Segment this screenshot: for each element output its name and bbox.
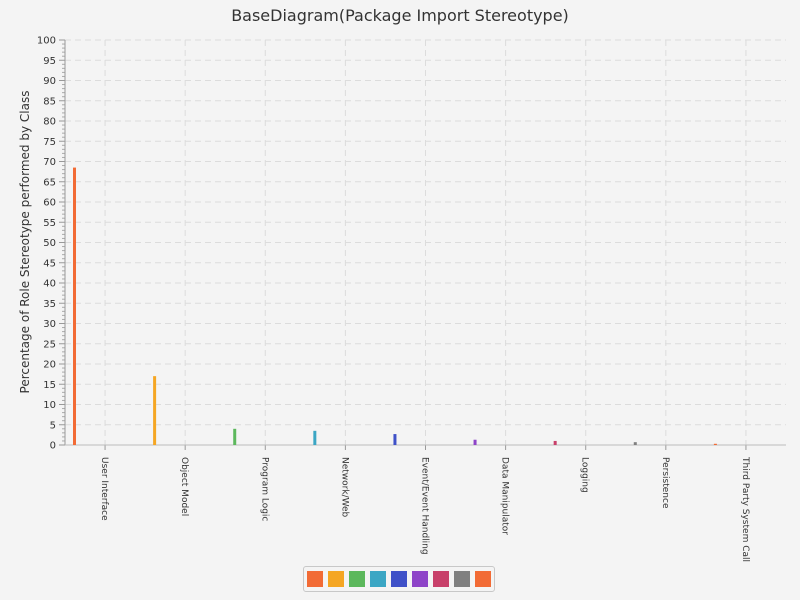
bar-3 — [233, 428, 237, 445]
y-tick-label: 40 — [43, 279, 56, 290]
y-tick-label: 45 — [43, 258, 56, 269]
y-tick-label: 0 — [50, 441, 56, 452]
legend-swatch — [307, 571, 323, 587]
y-tick-label: 60 — [43, 198, 56, 209]
x-category-label: User Interface — [99, 457, 109, 521]
legend-swatch — [328, 571, 344, 587]
y-tick-label: 25 — [43, 339, 56, 350]
bar-7 — [553, 440, 557, 445]
y-tick-label: 10 — [43, 400, 56, 411]
y-axis-label: Percentage of Role Stereotype performed … — [18, 91, 32, 394]
y-tick-label: 80 — [43, 117, 56, 128]
legend-swatch — [370, 571, 386, 587]
bars — [73, 167, 717, 445]
legend-swatch — [412, 571, 428, 587]
y-tick-label: 95 — [43, 56, 56, 67]
y-tick-label: 55 — [43, 218, 56, 229]
bar-6 — [473, 439, 477, 445]
y-tick-label: 75 — [43, 137, 56, 148]
y-tick-label: 85 — [43, 96, 56, 107]
y-tick-label: 70 — [43, 157, 56, 168]
y-tick-label: 90 — [43, 76, 56, 87]
legend-swatch — [454, 571, 470, 587]
legend-swatch — [391, 571, 407, 587]
axes — [59, 39, 786, 450]
y-tick-label: 5 — [50, 420, 56, 431]
labels: 0 5 10 15 20 25 30 35 40 45 50 55 60 65 70 75 80 85 90 95 10… — [37, 36, 750, 563]
bar-5 — [393, 434, 397, 445]
x-category-label: Object Model — [179, 457, 189, 516]
legend-swatch — [475, 571, 491, 587]
x-category-label: Event/Event Handling — [420, 457, 430, 555]
bar-4 — [313, 430, 317, 445]
x-category-label: Third Party System Call — [740, 456, 750, 562]
x-category-label: Persistence — [660, 457, 670, 509]
y-tick-label: 15 — [43, 380, 56, 391]
x-category-label: Program Logic — [259, 457, 269, 521]
bar-9 — [713, 443, 717, 445]
y-tick-label: 50 — [43, 238, 56, 249]
legend — [303, 566, 495, 592]
legend-swatch — [349, 571, 365, 587]
legend-swatch — [433, 571, 449, 587]
x-category-label: Data Manipulator — [500, 457, 510, 535]
grid-lines — [65, 39, 786, 445]
y-tick-label: 30 — [43, 319, 56, 330]
bar-1 — [73, 167, 76, 445]
x-category-label: Logging — [580, 457, 590, 493]
y-tick-label: 20 — [43, 360, 56, 371]
bar-8 — [633, 442, 637, 445]
y-tick-label: 65 — [43, 177, 56, 188]
x-category-label: Network/Web — [339, 457, 349, 518]
chart-title: BaseDiagram(Package Import Stereotype) — [231, 6, 569, 25]
bar-2 — [153, 376, 157, 445]
y-tick-label: 100 — [37, 36, 56, 47]
y-tick-label: 35 — [43, 299, 56, 310]
